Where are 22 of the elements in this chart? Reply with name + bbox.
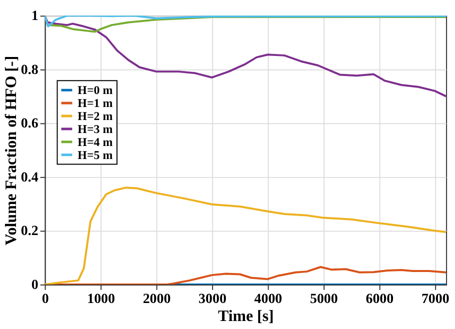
x-tick-label: 4000: [254, 292, 282, 307]
y-tick-label: 1: [31, 9, 38, 24]
y-axis-title: Volume Fraction of HFO [-]: [2, 56, 20, 246]
legend-label: H=3 m: [78, 122, 113, 136]
legend-label: H=4 m: [78, 134, 113, 149]
x-tick-label: 3000: [198, 292, 226, 307]
x-tick-label: 0: [42, 292, 49, 307]
y-tick-label: 0.8: [20, 62, 38, 78]
x-axis-title: Time [s]: [218, 308, 274, 325]
x-tick-label: 5000: [310, 292, 338, 307]
y-tick-label: 0: [31, 278, 38, 293]
legend-label: H=1 m: [78, 96, 113, 110]
legend-label: H=2 m: [78, 108, 113, 123]
x-tick-label: 6000: [366, 292, 394, 307]
legend-label: H=0 m: [78, 83, 113, 98]
x-tick-label: 7000: [421, 292, 450, 307]
x-tick-label: 2000: [142, 292, 171, 307]
y-tick-label: 0.2: [20, 224, 38, 240]
legend-label: H=5 m: [78, 148, 113, 162]
y-tick-label: 0.6: [20, 116, 38, 132]
x-tick-label: 1000: [87, 292, 115, 307]
y-tick-label: 0.4: [20, 170, 38, 186]
